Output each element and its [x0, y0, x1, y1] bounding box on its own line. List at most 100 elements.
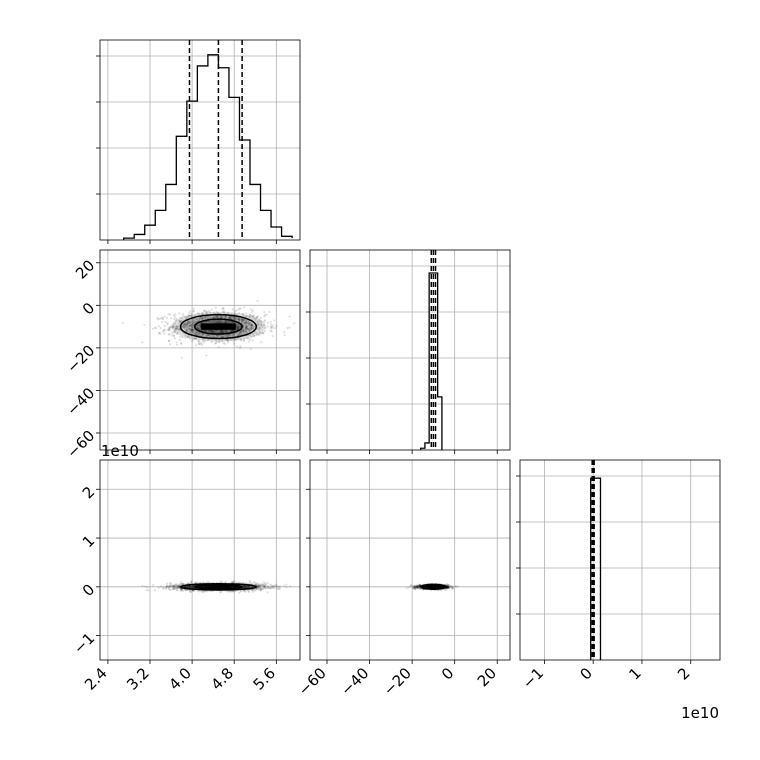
sample-point	[219, 591, 222, 594]
sample-point	[191, 323, 194, 327]
sample-point	[223, 335, 226, 338]
sample-point	[239, 333, 243, 336]
sample-point	[233, 332, 236, 335]
sample-point	[177, 586, 180, 589]
sample-point	[259, 586, 262, 590]
sample-point	[184, 336, 187, 339]
sample-point	[170, 584, 173, 587]
sample-point	[188, 321, 192, 324]
sample-point	[269, 586, 272, 590]
sample-point	[417, 585, 420, 589]
sample-point	[236, 325, 239, 328]
sample-point	[215, 335, 219, 338]
sample-point	[222, 310, 225, 313]
sample-point	[450, 585, 453, 588]
sample-point	[203, 329, 206, 332]
sample-point	[217, 321, 220, 324]
sample-point	[192, 310, 196, 313]
sample-point	[177, 325, 180, 328]
sample-point	[177, 585, 180, 588]
sample-point	[282, 584, 286, 587]
sample-point	[188, 324, 191, 327]
sample-point	[175, 325, 178, 328]
density-peak	[207, 583, 229, 590]
sample-point	[186, 586, 189, 589]
sample-point	[417, 586, 420, 589]
sample-point	[197, 333, 200, 336]
sample-point	[171, 326, 174, 330]
sample-point	[212, 329, 215, 333]
sample-point	[187, 585, 191, 588]
sample-point	[161, 330, 165, 333]
sample-point	[153, 589, 156, 592]
sample-point	[241, 319, 244, 323]
sample-point	[234, 338, 237, 341]
sample-point	[182, 323, 185, 326]
sample-point	[451, 587, 454, 590]
sample-point	[247, 329, 251, 332]
x-tick-label: −20	[380, 664, 415, 699]
sample-point	[169, 326, 172, 329]
y-tick-label: 0	[79, 299, 98, 318]
sample-point	[228, 585, 231, 588]
sample-point	[209, 330, 213, 334]
sample-point	[217, 319, 221, 323]
sample-point	[197, 327, 200, 330]
sample-point	[448, 586, 451, 589]
sample-point	[220, 315, 223, 319]
sample-point	[417, 583, 420, 586]
sample-point	[253, 335, 256, 338]
sample-point	[203, 315, 206, 318]
sample-point	[454, 585, 458, 588]
density-peak	[430, 583, 436, 590]
sample-point	[244, 312, 248, 315]
sample-point	[256, 585, 260, 589]
sample-point	[222, 335, 225, 339]
sample-point	[191, 338, 195, 341]
sample-point	[174, 583, 177, 586]
sample-point	[180, 342, 183, 345]
sample-point	[215, 310, 218, 313]
sample-point	[195, 581, 198, 584]
sample-point	[220, 319, 223, 323]
sample-point	[181, 319, 184, 322]
sample-point	[207, 317, 210, 320]
sample-point	[172, 585, 175, 588]
sample-point	[417, 584, 420, 588]
sample-point	[232, 334, 235, 338]
sample-point	[210, 331, 214, 334]
sample-point	[251, 582, 254, 585]
sample-point	[269, 583, 272, 586]
sample-point	[245, 326, 248, 329]
sample-point	[252, 580, 256, 584]
sample-point	[173, 317, 176, 321]
sample-point	[157, 586, 160, 589]
sample-point	[188, 314, 192, 317]
sample-point	[242, 330, 245, 333]
sample-point	[178, 586, 181, 589]
sample-point	[207, 309, 211, 312]
sample-point	[146, 586, 149, 589]
sample-point	[246, 327, 249, 330]
sample-point	[225, 333, 228, 337]
sample-point	[141, 584, 144, 588]
sample-point	[226, 335, 229, 338]
sample-point	[168, 329, 172, 332]
sample-point	[187, 314, 190, 317]
sample-point	[229, 333, 232, 337]
sample-point	[218, 316, 222, 319]
sample-point	[164, 587, 168, 590]
sample-point	[174, 583, 177, 586]
sample-point	[221, 330, 224, 333]
sample-point	[293, 322, 296, 325]
sample-point	[264, 585, 267, 588]
sample-point	[198, 312, 201, 315]
sample-point	[237, 323, 240, 326]
density-content	[121, 299, 296, 359]
sample-point	[169, 582, 172, 585]
sample-point	[176, 326, 179, 329]
sample-point	[250, 323, 253, 327]
sample-point	[414, 586, 418, 589]
sample-point	[203, 316, 206, 319]
sample-point	[236, 326, 239, 329]
